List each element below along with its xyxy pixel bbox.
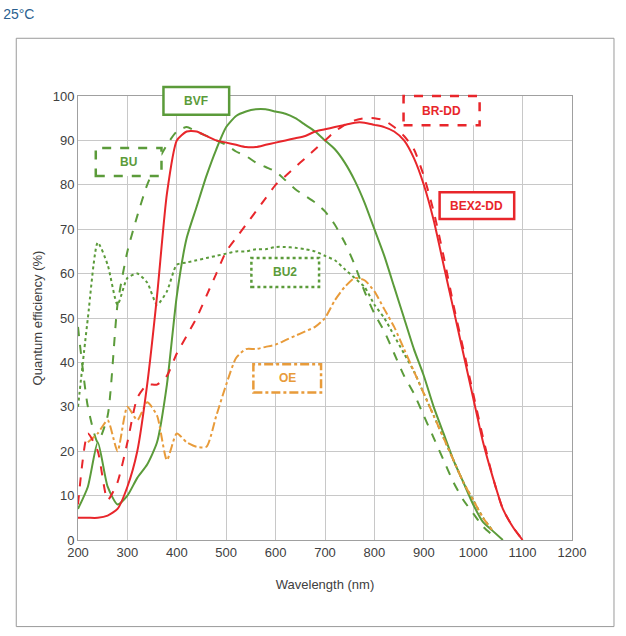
svg-text:OE: OE [279,371,296,385]
svg-text:20: 20 [60,444,74,459]
svg-text:70: 70 [60,222,74,237]
svg-text:BVF: BVF [184,94,208,108]
svg-text:0: 0 [67,533,74,548]
svg-text:60: 60 [60,266,74,281]
svg-text:300: 300 [117,545,139,560]
svg-text:10: 10 [60,488,74,503]
svg-text:800: 800 [364,545,386,560]
svg-text:Wavelength (nm): Wavelength (nm) [276,577,375,592]
svg-text:BEX2-DD: BEX2-DD [450,199,503,213]
svg-text:1100: 1100 [509,545,537,560]
svg-text:1000: 1000 [459,545,488,560]
svg-text:500: 500 [215,545,237,560]
svg-text:600: 600 [265,545,287,560]
svg-text:400: 400 [166,545,188,560]
svg-text:Quantum efficiency (%): Quantum efficiency (%) [30,251,45,386]
svg-text:25°C: 25°C [3,6,34,22]
svg-text:90: 90 [60,133,74,148]
svg-text:BU: BU [120,155,137,169]
svg-text:BU2: BU2 [273,265,297,279]
svg-text:200: 200 [67,545,89,560]
svg-text:900: 900 [413,545,435,560]
svg-text:30: 30 [60,399,74,414]
svg-text:80: 80 [60,177,74,192]
svg-text:40: 40 [60,355,74,370]
svg-text:1200: 1200 [558,545,587,560]
svg-text:700: 700 [314,545,336,560]
svg-text:100: 100 [53,89,75,104]
svg-text:BR-DD: BR-DD [422,104,461,118]
svg-text:50: 50 [60,311,74,326]
